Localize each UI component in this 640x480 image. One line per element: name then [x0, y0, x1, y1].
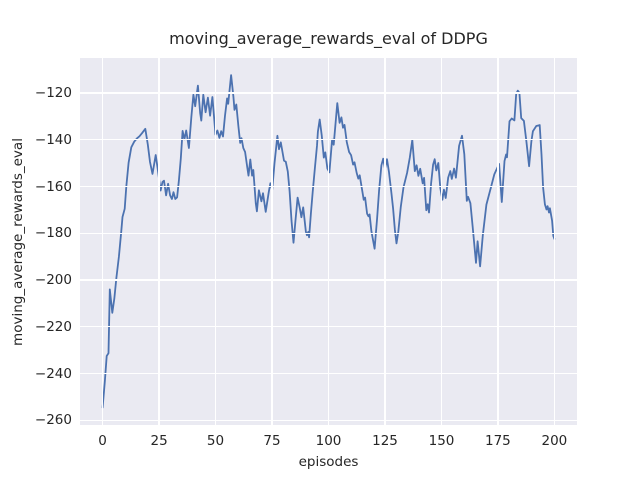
y-gridline: [80, 139, 577, 141]
line-series-svg: [101, 74, 556, 409]
y-tick-label: −160: [34, 178, 72, 195]
x-gridline: [158, 58, 160, 425]
x-gridline: [553, 58, 556, 425]
chart-title: moving_average_rewards_eval of DDPG: [169, 29, 488, 48]
y-gridline: [80, 326, 577, 328]
x-gridline: [384, 58, 386, 425]
x-gridline: [271, 58, 273, 425]
x-tick-label: 100: [315, 433, 342, 449]
y-gridline: [80, 92, 577, 94]
x-tick-label: 175: [485, 433, 511, 449]
x-tick-label: 50: [206, 433, 225, 449]
x-gridline: [101, 58, 104, 425]
x-gridline: [214, 58, 217, 425]
x-tick-label: 0: [98, 433, 107, 449]
y-gridline: [80, 279, 577, 281]
y-gridline: [80, 185, 577, 188]
x-gridline: [327, 58, 330, 425]
x-gridline: [497, 58, 499, 425]
x-tick-label: 125: [372, 433, 398, 449]
x-gridline: [440, 58, 443, 425]
y-gridline: [80, 232, 577, 234]
y-gridline: [80, 419, 577, 421]
y-tick-label: −200: [34, 272, 72, 289]
y-tick-label: −120: [34, 85, 72, 102]
x-tick-label: 200: [541, 433, 568, 449]
reward-line: [101, 74, 556, 409]
x-axis-label: episodes: [298, 454, 359, 470]
y-tick-label: −260: [34, 412, 72, 429]
y-tick-label: −240: [34, 365, 72, 382]
y-tick-label: −140: [34, 131, 72, 148]
x-tick-label: 75: [263, 433, 281, 449]
y-gridline: [80, 372, 577, 375]
x-tick-label: 25: [150, 433, 168, 449]
x-tick-label: 150: [428, 433, 455, 449]
y-tick-label: −220: [34, 318, 72, 335]
y-tick-label: −180: [34, 225, 72, 242]
plot-area: [80, 58, 577, 425]
